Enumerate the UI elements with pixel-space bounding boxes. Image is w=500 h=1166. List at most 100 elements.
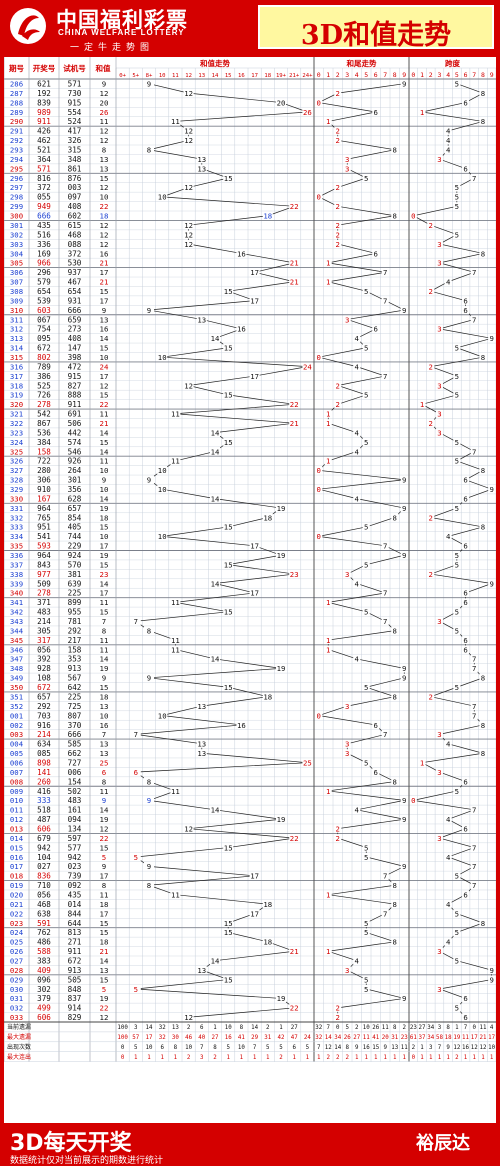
draw-cell: 372 xyxy=(37,183,51,192)
header-banner: 中国福利彩票 CHINA WELFARE LOTTERY 一定牛走势图 3D和值… xyxy=(0,0,500,56)
issue-cell: 016 xyxy=(10,853,23,862)
test-cell: 876 xyxy=(68,174,82,183)
tail-point-bg xyxy=(381,617,389,626)
tail-point-bg xyxy=(362,522,370,531)
tail-point: 8 xyxy=(393,212,397,221)
span-point: 7 xyxy=(472,862,476,871)
sum-cell: 15 xyxy=(100,608,109,617)
sum-point: 18 xyxy=(263,513,272,522)
test-cell: 911 xyxy=(68,400,82,409)
issue-cell: 025 xyxy=(10,938,23,947)
sum-point: 19 xyxy=(277,994,286,1003)
draw-cell: 280 xyxy=(37,466,51,475)
issue-cell: 343 xyxy=(10,617,23,626)
tail-point-bg xyxy=(324,258,332,267)
draw-cell: 384 xyxy=(37,438,51,447)
sum-point-bg xyxy=(170,890,181,899)
sum-cell: 15 xyxy=(100,975,109,984)
sum-point-bg xyxy=(183,381,194,390)
span-point-bg xyxy=(453,956,461,965)
test-cell: 848 xyxy=(68,985,82,994)
sum-cell: 13 xyxy=(100,702,109,711)
draw-cell: 989 xyxy=(37,108,51,117)
span-point: 5 xyxy=(455,872,459,881)
span-point: 3 xyxy=(437,325,441,334)
span-stat-value: 8 xyxy=(446,1025,450,1031)
test-cell: 942 xyxy=(68,853,82,862)
draw-cell: 386 xyxy=(37,372,51,381)
tail-stat-value: 2 xyxy=(403,1025,407,1031)
sum-point-bg xyxy=(130,730,141,739)
sum-point: 14 xyxy=(211,957,220,966)
sum-point: 18 xyxy=(263,212,272,221)
issue-cell: 326 xyxy=(10,457,23,466)
span-point-bg xyxy=(470,805,478,814)
span-stat-value: 11 xyxy=(479,1025,486,1031)
span-point: 5 xyxy=(455,551,459,560)
draw-cell: 593 xyxy=(37,542,51,551)
issue-cell: 296 xyxy=(10,174,23,183)
issue-cell: 288 xyxy=(10,98,23,107)
sum-stat-value: 57 xyxy=(132,1035,139,1041)
sum-point: 12 xyxy=(184,127,193,136)
sum-stat-value: 100 xyxy=(117,1035,128,1041)
issue-cell: 015 xyxy=(10,843,23,852)
span-point: 6 xyxy=(463,589,467,598)
tail-point: 5 xyxy=(364,853,368,862)
sum-point-bg xyxy=(262,513,273,522)
draw-cell: 606 xyxy=(37,1013,51,1022)
sum-tick-label: 19+ xyxy=(276,73,287,79)
tail-point: 4 xyxy=(355,447,360,456)
span-stat-value: 21 xyxy=(479,1035,486,1041)
sum-cell: 19 xyxy=(100,504,109,513)
tail-tick-label: 7 xyxy=(383,71,387,79)
span-point-bg xyxy=(453,560,461,569)
span-tick-label: 9 xyxy=(490,71,494,79)
span-point-bg xyxy=(427,692,435,701)
draw-cell: 392 xyxy=(37,655,51,664)
sum-point: 9 xyxy=(147,674,151,683)
tail-stat-value: 9 xyxy=(355,1045,359,1051)
sum-point: 18 xyxy=(263,900,272,909)
issue-cell: 011 xyxy=(10,806,23,815)
sum-tick-label: 18 xyxy=(264,73,271,79)
issue-cell: 021 xyxy=(10,900,23,909)
draw-cell: 703 xyxy=(37,711,51,720)
issue-cell: 341 xyxy=(10,598,23,607)
issue-cell: 014 xyxy=(10,834,24,843)
sum-cell: 13 xyxy=(100,740,109,749)
stats-label: 最大遗漏 xyxy=(7,1033,31,1041)
sum-point-bg xyxy=(130,984,141,993)
sum-point-bg xyxy=(223,390,234,399)
sum-point-bg xyxy=(183,824,194,833)
issue-cell: 340 xyxy=(10,589,23,598)
issue-cell: 299 xyxy=(10,202,23,211)
tail-point-bg xyxy=(334,381,342,390)
span-point: 6 xyxy=(463,164,467,173)
test-cell: 827 xyxy=(68,381,82,390)
span-point-bg xyxy=(479,353,487,362)
sum-point: 22 xyxy=(290,1004,299,1013)
sum-cell: 12 xyxy=(100,127,109,136)
draw-cell: 416 xyxy=(37,787,51,796)
sum-stat-value: 3 xyxy=(134,1025,138,1031)
span-point-bg xyxy=(444,815,452,824)
tail-point-bg xyxy=(400,79,408,88)
span-point-bg xyxy=(444,937,452,946)
span-point: 3 xyxy=(437,985,441,994)
sum-stat-value: 1 xyxy=(174,1055,178,1061)
sum-point: 14 xyxy=(211,334,220,343)
span-point: 0 xyxy=(411,212,415,221)
tail-stat-value: 26 xyxy=(372,1025,379,1031)
tail-point: 7 xyxy=(383,730,387,739)
sum-point-bg xyxy=(249,588,260,597)
tail-point: 4 xyxy=(355,957,360,966)
span-stat-value: 1 xyxy=(464,1055,468,1061)
sum-stat-value: 7 xyxy=(253,1045,257,1051)
sum-stat-value: 3 xyxy=(200,1055,204,1061)
sum-cell: 12 xyxy=(100,183,109,192)
span-point: 4 xyxy=(446,815,451,824)
span-point-bg xyxy=(435,155,443,164)
tail-point-bg xyxy=(362,607,370,616)
tail-point: 2 xyxy=(336,381,340,390)
